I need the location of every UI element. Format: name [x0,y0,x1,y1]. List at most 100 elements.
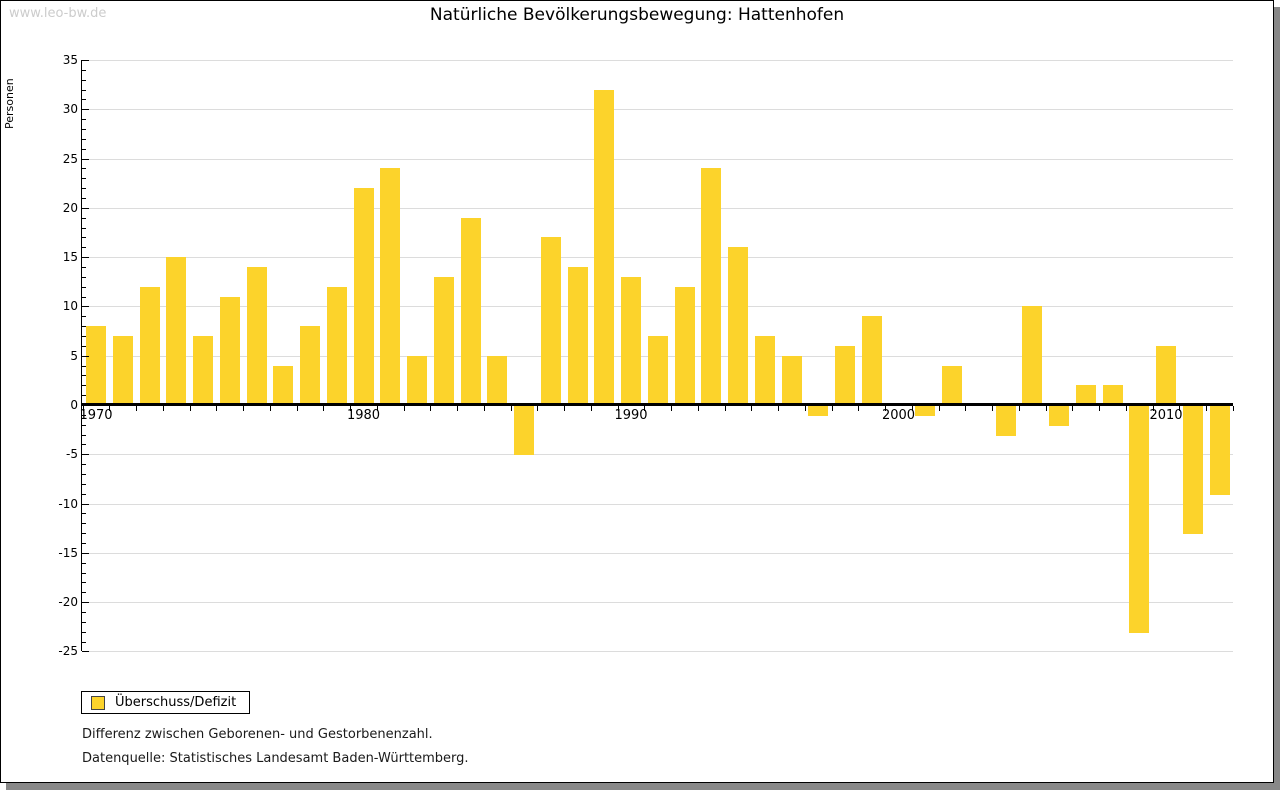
y-minor-tick [82,237,86,238]
y-minor-tick [82,188,86,189]
y-major-tick [82,602,89,603]
y-minor-tick [82,178,86,179]
gridline [82,651,1233,652]
legend-label: Überschuss/Defizit [115,695,237,710]
y-minor-tick [82,582,86,583]
x-tick [162,406,164,411]
bar-1990 [621,276,641,405]
bar-2012 [1209,406,1230,495]
y-minor-tick [82,415,86,416]
y-minor-tick [82,228,86,229]
gridline [82,159,1233,160]
y-tick-label: 30 [62,102,78,116]
y-minor-tick [82,267,86,268]
y-tick-label: 25 [62,152,78,166]
bar-1999 [861,316,882,405]
y-minor-tick [82,129,86,130]
y-major-tick [82,651,89,652]
gridline [82,257,1233,258]
y-major-tick [82,159,89,160]
y-minor-tick [82,149,86,150]
y-minor-tick [82,395,86,396]
x-tick [430,406,432,411]
y-minor-tick [82,119,86,120]
x-tick [885,406,887,411]
y-minor-tick [82,247,86,248]
bar-2006 [1049,406,1069,426]
x-tick [323,406,325,411]
gridline [82,208,1233,209]
x-tick [1152,406,1154,411]
bar-1971 [112,336,133,405]
y-tick-label: -20 [58,595,78,609]
bar-1988 [567,267,588,405]
bar-1994 [728,247,748,405]
x-tick [644,406,646,411]
y-minor-tick [82,435,86,436]
y-minor-tick [82,316,86,317]
y-major-tick [82,454,89,455]
y-minor-tick [82,474,86,475]
bar-2009 [1129,406,1150,633]
bar-1985 [487,355,508,405]
bar-1989 [594,89,615,405]
y-minor-tick [82,80,86,81]
x-tick-label: 1970 [79,408,113,423]
y-minor-tick [82,90,86,91]
gridline [82,504,1233,505]
x-tick [136,406,138,411]
y-minor-tick [82,592,86,593]
y-axis-line [81,60,82,651]
x-tick [858,406,860,411]
bar-2002 [942,365,962,405]
y-minor-tick [82,287,86,288]
y-tick-label: 15 [62,250,78,264]
bar-1991 [647,336,668,405]
y-tick-label: -25 [58,644,78,658]
bar-2001 [915,406,936,416]
chart-title: Natürliche Bevölkerungsbewegung: Hattenh… [429,5,845,25]
bar-2004 [995,406,1016,436]
bar-1997 [808,406,829,416]
legend-swatch-icon [91,695,105,710]
y-major-tick [82,504,89,505]
bar-1970 [86,326,106,405]
x-tick [296,406,298,411]
x-tick [1018,406,1020,411]
x-tick [510,406,512,411]
y-minor-tick [82,375,86,376]
y-major-tick [82,60,89,61]
y-minor-tick [82,523,86,524]
y-tick-label: 10 [62,299,78,313]
bar-1981 [380,168,401,405]
y-major-tick [82,109,89,110]
x-tick [1125,406,1127,411]
x-tick [965,406,967,411]
y-minor-tick [82,543,86,544]
x-tick [724,406,726,411]
y-minor-tick [82,326,86,327]
y-tick-label: 0 [70,398,78,412]
x-tick [82,406,84,411]
x-tick [804,406,806,411]
x-tick [1179,406,1181,411]
y-minor-tick [82,632,86,633]
x-tick [269,406,271,411]
x-tick [564,406,566,411]
x-tick [911,406,913,411]
x-tick [778,406,780,411]
y-minor-tick [82,533,86,534]
bar-1974 [193,336,213,405]
bar-1993 [701,168,722,405]
gridline [82,306,1233,307]
bar-1978 [300,326,320,405]
bar-2008 [1102,385,1123,405]
y-major-tick [82,257,89,258]
y-minor-tick [82,484,86,485]
y-minor-tick [82,297,86,298]
x-tick [189,406,191,411]
gridline [82,109,1233,110]
y-minor-tick [82,444,86,445]
bar-1998 [835,345,855,405]
x-tick [457,406,459,411]
